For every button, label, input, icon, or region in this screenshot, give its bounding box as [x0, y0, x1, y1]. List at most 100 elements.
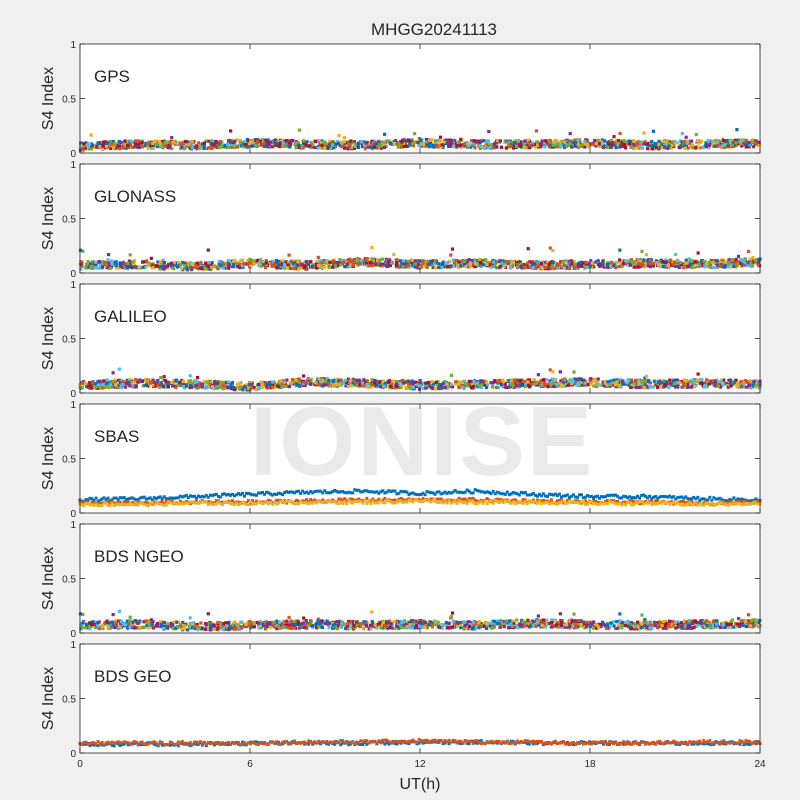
data-point: [369, 146, 373, 150]
data-point: [308, 144, 312, 148]
data-point: [265, 490, 269, 494]
data-point: [447, 142, 451, 146]
data-point: [84, 141, 88, 145]
data-point: [168, 146, 173, 150]
data-point: [185, 268, 189, 272]
data-point: [293, 491, 297, 495]
data-point: [195, 386, 199, 390]
data-point: [573, 262, 577, 266]
data-point: [643, 376, 647, 380]
data-point: [216, 384, 220, 389]
data-point: [184, 266, 188, 270]
data-point: [686, 146, 690, 150]
data-point: [318, 259, 322, 264]
data-point: [489, 381, 493, 385]
data-point: [302, 261, 307, 265]
data-point: [521, 491, 525, 495]
data-point: [377, 145, 381, 149]
data-point: [294, 146, 298, 150]
data-point: [519, 262, 524, 266]
data-point: [146, 497, 150, 501]
data-point: [142, 495, 146, 499]
data-point: [720, 383, 724, 388]
data-point: [256, 382, 261, 387]
data-point: [562, 380, 566, 384]
data-point: [113, 261, 117, 266]
data-point: [718, 264, 722, 268]
data-point: [101, 147, 105, 151]
data-point: [146, 142, 150, 146]
data-point: [443, 386, 447, 390]
data-point: [221, 266, 226, 270]
data-point: [295, 489, 299, 493]
data-point: [331, 259, 335, 263]
data-point: [359, 259, 364, 263]
data-point: [618, 496, 622, 500]
data-point: [202, 495, 206, 499]
data-point: [170, 499, 174, 503]
data-point: [214, 383, 218, 387]
data-point: [346, 142, 350, 146]
data-point: [744, 145, 748, 149]
data-point: [509, 379, 513, 383]
data-point: [424, 137, 429, 142]
data-point: [384, 381, 388, 386]
data-point: [263, 265, 268, 270]
data-point: [446, 264, 450, 269]
data-point: [614, 146, 618, 150]
data-point: [89, 147, 94, 151]
data-point: [636, 494, 640, 498]
data-point: [329, 491, 333, 495]
data-point: [320, 261, 324, 265]
data-point: [698, 146, 702, 150]
data-point: [751, 260, 755, 264]
data-point: [658, 495, 662, 499]
data-point: [463, 490, 467, 494]
data-point: [171, 384, 175, 388]
data-point: [227, 259, 232, 263]
data-point: [416, 262, 420, 267]
data-point: [602, 495, 606, 499]
data-point: [136, 500, 140, 504]
data-point: [108, 499, 112, 503]
data-point: [692, 495, 696, 499]
data-point: [733, 261, 738, 265]
data-point: [104, 497, 108, 501]
data-point: [397, 385, 401, 390]
data-point: [331, 143, 335, 147]
data-point: [638, 265, 642, 269]
data-point: [221, 380, 226, 384]
data-point: [171, 263, 175, 267]
data-point: [504, 259, 508, 264]
data-point: [568, 139, 572, 143]
data-point: [579, 493, 583, 497]
data-point: [286, 144, 290, 148]
data-point: [573, 495, 577, 499]
data-point: [242, 145, 246, 149]
data-point: [554, 145, 558, 149]
data-point: [662, 494, 666, 498]
data-point: [198, 264, 202, 268]
data-point: [434, 139, 438, 144]
data-point: [696, 495, 700, 499]
data-point: [541, 492, 545, 496]
data-point: [339, 378, 343, 382]
data-point: [142, 501, 146, 505]
data-point: [226, 492, 230, 496]
data-point: [164, 499, 168, 503]
data-point: [365, 382, 369, 386]
data-point: [364, 261, 369, 265]
data-point: [447, 490, 451, 494]
data-point: [403, 259, 407, 263]
data-point: [232, 501, 236, 505]
data-point: [106, 500, 110, 504]
data-point: [566, 259, 570, 263]
data-point: [325, 377, 329, 381]
data-point: [573, 265, 577, 270]
data-point: [293, 381, 297, 385]
data-point: [288, 145, 292, 149]
data-point: [485, 383, 490, 387]
data-point: [341, 490, 345, 494]
data-point: [664, 380, 668, 384]
